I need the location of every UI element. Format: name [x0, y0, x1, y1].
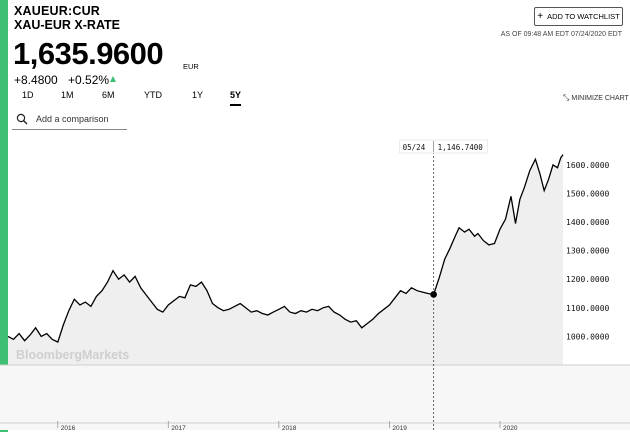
- price-change: +8.4800: [14, 73, 58, 87]
- instrument-name: XAU-EUR X-RATE: [14, 18, 121, 32]
- price-change-percent: +0.52%: [68, 73, 110, 87]
- plus-icon: +: [537, 11, 544, 22]
- y-tick-label: 1400.0000: [566, 218, 610, 227]
- as-of-timestamp: AS OF 09:48 AM EDT 07/24/2020 EDT: [500, 31, 622, 38]
- minimize-chart-label: MINIMIZE CHART: [571, 95, 629, 102]
- series-line: [7, 154, 564, 344]
- range-ytd[interactable]: YTD: [144, 90, 162, 100]
- accent-bar: [0, 0, 8, 432]
- range-1m[interactable]: 1M: [61, 90, 74, 100]
- last-price: 1,635.9600: [13, 36, 164, 71]
- y-tick-label: 1100.0000: [566, 304, 610, 313]
- add-to-watchlist-button[interactable]: + ADD TO WATCHLIST: [534, 7, 623, 26]
- x-tick-label: 2017: [171, 425, 186, 432]
- y-tick-label: 1000.0000: [566, 332, 610, 341]
- x-tick-label: 2019: [392, 425, 407, 432]
- watermark: BloombergMarkets: [16, 348, 129, 362]
- price-currency: EUR: [183, 62, 199, 71]
- y-tick-label: 1500.0000: [566, 189, 610, 198]
- crosshair-point: [430, 291, 437, 298]
- plot-area: BloombergMarkets: [0, 154, 630, 430]
- lower-panel: [0, 365, 630, 430]
- x-tick-label: 2016: [61, 425, 76, 432]
- ticker-symbol: XAUEUR:CUR: [14, 4, 101, 18]
- range-5y[interactable]: 5Y: [230, 90, 242, 106]
- tooltip-date: 05/24: [403, 143, 426, 152]
- y-tick-label: 1300.0000: [566, 247, 610, 256]
- tooltip-value: 1,146.7400: [438, 143, 484, 152]
- tooltip-box: [399, 139, 488, 154]
- up-arrow-icon: [110, 76, 116, 82]
- range-6m[interactable]: 6M: [102, 90, 115, 100]
- y-tick-label: 1600.0000: [566, 161, 610, 170]
- x-tick-label: 2020: [503, 425, 518, 432]
- x-tick-label: 2018: [282, 425, 297, 432]
- x-axis: 2016 2017 2018 2019 2020: [57, 421, 518, 432]
- price-chart[interactable]: BloombergMarkets 1000.0000 1100.0000 1200.…: [0, 130, 630, 432]
- minimize-chart-button[interactable]: ⤡ MINIMIZE CHART: [563, 93, 629, 103]
- y-tick-label: 1200.0000: [566, 275, 610, 284]
- crosshair: 05/24 1,146.7400: [399, 139, 488, 430]
- search-icon: [16, 113, 28, 125]
- add-to-watchlist-label: ADD TO WATCHLIST: [547, 12, 620, 21]
- range-1d[interactable]: 1D: [22, 90, 34, 100]
- range-1y[interactable]: 1Y: [192, 90, 204, 100]
- comparison-placeholder: Add a comparison: [36, 114, 109, 124]
- comparison-search[interactable]: Add a comparison: [12, 109, 127, 130]
- series-area: [8, 154, 563, 365]
- collapse-arrows-icon: ⤡: [563, 93, 570, 102]
- y-axis: 1000.0000 1100.0000 1200.0000 1300.0000 1400…: [566, 161, 610, 342]
